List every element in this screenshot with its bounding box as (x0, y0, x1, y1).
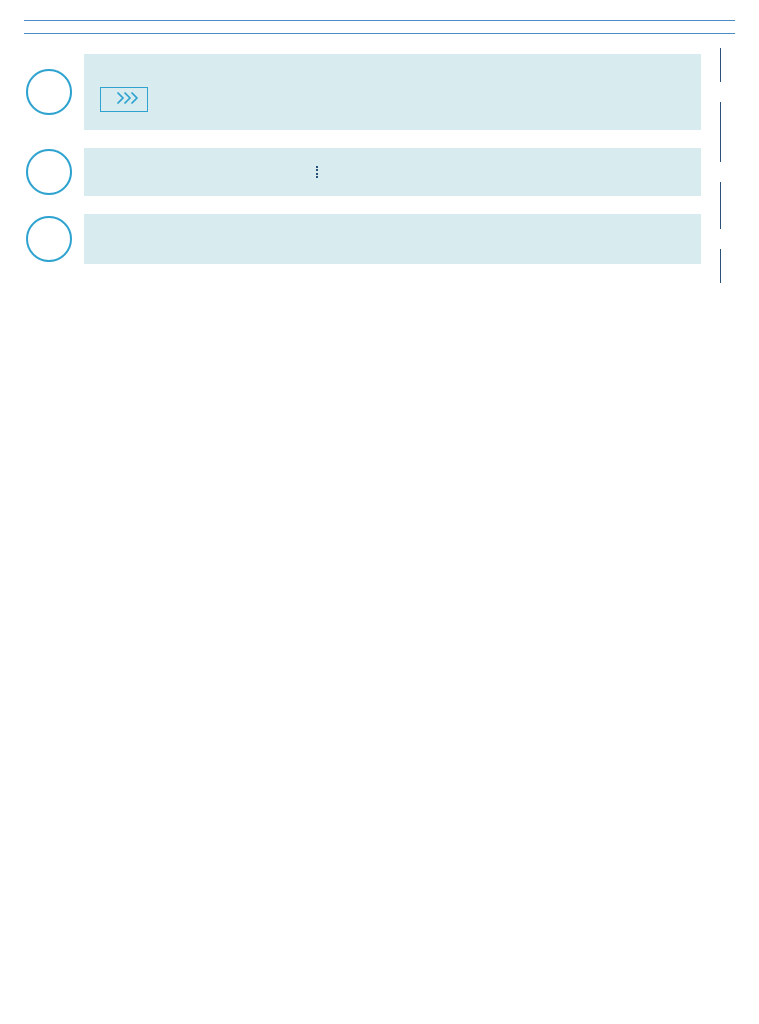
stage-1-row (24, 54, 735, 130)
title-rule (24, 20, 735, 34)
stage-2-panel (84, 148, 701, 196)
stage-3-row (24, 214, 735, 264)
stage-3-numcol (24, 214, 74, 264)
chevron-right-icon (117, 92, 141, 107)
stage-2-row (24, 148, 735, 196)
hex-grid (274, 72, 685, 112)
stage-3-number (26, 216, 72, 262)
stage-2-left-cards (100, 166, 300, 178)
stage-2-number (26, 149, 72, 195)
stage-1-numcol (24, 54, 74, 130)
stage-1-panel (84, 54, 701, 130)
domains-button[interactable] (100, 87, 148, 112)
stage-1-number (26, 69, 72, 115)
stage-2-numcol (24, 148, 74, 196)
stage-3-panel (84, 214, 701, 264)
